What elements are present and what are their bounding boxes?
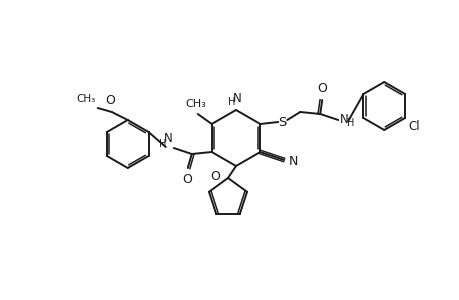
Text: H: H xyxy=(159,139,167,149)
Text: O: O xyxy=(210,169,219,182)
Text: O: O xyxy=(181,173,191,186)
Text: CH₃: CH₃ xyxy=(76,94,95,104)
Text: N: N xyxy=(340,112,348,125)
Text: S: S xyxy=(277,116,286,128)
Text: H: H xyxy=(347,118,354,128)
Text: O: O xyxy=(105,94,114,107)
Text: N: N xyxy=(164,132,173,145)
Text: H: H xyxy=(228,97,235,107)
Text: O: O xyxy=(317,82,326,95)
Text: Cl: Cl xyxy=(407,120,419,133)
Text: N: N xyxy=(232,92,241,105)
Text: N: N xyxy=(289,154,298,167)
Text: CH₃: CH₃ xyxy=(185,99,206,109)
